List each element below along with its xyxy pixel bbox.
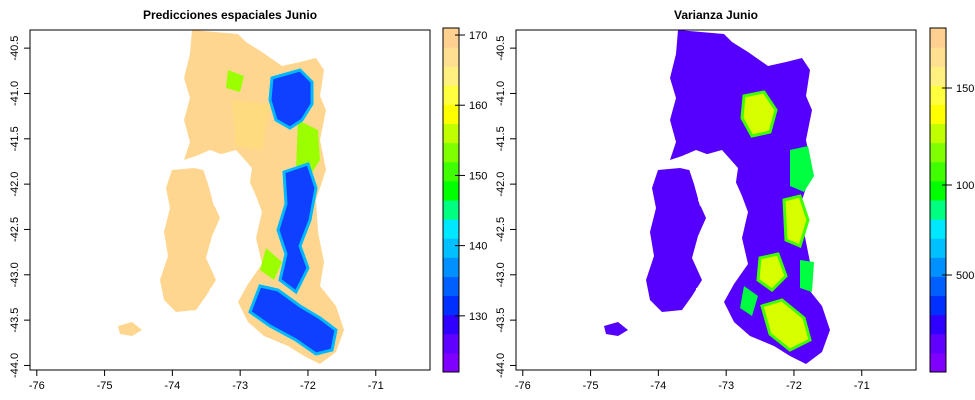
colorbar-tick-label: 500: [956, 270, 974, 282]
colorbar-swatch: [443, 219, 459, 239]
colorbar-frame: [442, 27, 460, 373]
y-tick-label: -41.0: [9, 81, 21, 106]
right-colorbar: 500 100 150: [929, 27, 974, 373]
x-tick-label: -72: [786, 380, 802, 392]
left-chart-title: Predicciones espaciales Junio: [143, 8, 317, 22]
x-tick-label: -73: [718, 380, 734, 392]
left-x-axis: -76 -75 -74 -73 -72 -71: [29, 370, 384, 392]
colorbar-swatch: [443, 104, 459, 125]
colorbar-swatch: [930, 200, 946, 220]
x-tick-label: -75: [583, 380, 599, 392]
colorbar-tick-label: 130: [469, 311, 487, 323]
colorbar-swatch: [930, 295, 946, 316]
colorbar-swatch: [443, 276, 459, 297]
colorbar-tick-label: 170: [469, 30, 487, 42]
colorbar-frame: [929, 27, 947, 373]
y-tick-label: -42.5: [495, 217, 507, 242]
colorbar-swatch: [930, 333, 946, 354]
colorbar-swatch: [443, 142, 459, 163]
left-y-axis: -44.0 -43.5 -43.0 -42.5 -42.0 -41.5 -41.0 -40.5: [9, 36, 30, 378]
colorbar-swatch: [443, 333, 459, 354]
colorbar-swatch: [443, 66, 459, 86]
left-plot-frame: [29, 29, 431, 371]
colorbar-swatch: [443, 161, 459, 182]
colorbar-swatch: [930, 66, 946, 86]
colorbar-swatch: [930, 161, 946, 182]
y-tick-label: -44.0: [9, 353, 21, 378]
y-tick-label: -42.5: [9, 217, 21, 242]
colorbar-swatch: [930, 276, 946, 297]
colorbar-swatch: [443, 257, 459, 277]
y-tick-label: -43.5: [495, 308, 507, 333]
y-tick-label: -43.0: [9, 262, 21, 287]
colorbar-swatch: [443, 352, 459, 373]
colorbar-swatch: [930, 180, 946, 201]
y-tick-label: -40.5: [9, 36, 21, 61]
colorbar-tick-label: 140: [469, 241, 487, 253]
colorbar-swatch: [930, 219, 946, 239]
colorbar-tick-label: 150: [469, 170, 487, 182]
colorbar-swatch: [443, 295, 459, 316]
left-panel: Predicciones espaciales Junio -76 -75 -74-…: [9, 8, 487, 392]
colorbar-swatch: [443, 314, 459, 335]
x-tick-label: -76: [515, 380, 531, 392]
y-tick-label: -42.0: [495, 172, 507, 197]
colorbar-swatch: [443, 28, 459, 48]
right-chart-title: Varianza Junio: [674, 8, 758, 22]
y-tick-label: -41.5: [495, 126, 507, 151]
x-tick-label: -71: [854, 380, 870, 392]
colorbar-swatch: [443, 238, 459, 258]
y-tick-label: -44.0: [495, 353, 507, 378]
colorbar-swatch: [930, 257, 946, 277]
y-tick-label: -43.5: [9, 308, 21, 333]
y-tick-label: -43.0: [495, 262, 507, 287]
colorbar-swatch: [443, 123, 459, 144]
colorbar-swatch: [930, 123, 946, 144]
x-tick-label: -71: [368, 380, 384, 392]
colorbar-swatch: [930, 142, 946, 163]
colorbar-swatch: [930, 352, 946, 373]
x-tick-label: -72: [300, 380, 316, 392]
y-tick-label: -42.0: [9, 172, 21, 197]
left-colorbar: 130 140 150 160 170: [442, 27, 487, 373]
colorbar-swatch: [443, 200, 459, 220]
colorbar-swatch: [443, 85, 459, 105]
x-tick-label: -73: [232, 380, 248, 392]
x-tick-label: -76: [29, 380, 45, 392]
colorbar-tick-label: 150: [956, 83, 974, 95]
x-tick-label: -74: [164, 380, 180, 392]
right-panel: Varianza Junio -76 -75 -74 -73 -72 -71 -44.0-…: [495, 8, 974, 392]
colorbar-swatch: [930, 314, 946, 335]
y-tick-label: -40.5: [495, 36, 507, 61]
colorbar-swatch: [930, 85, 946, 105]
colorbar-swatch: [443, 180, 459, 201]
colorbar-tick-label: 160: [469, 100, 487, 112]
colorbar-swatch: [930, 238, 946, 258]
right-map-raster: [604, 30, 830, 364]
colorbar-swatch: [930, 104, 946, 125]
y-tick-label: -41.5: [9, 126, 21, 151]
colorbar-tick-label: 100: [956, 180, 974, 192]
colorbar-swatch: [930, 28, 946, 48]
colorbar-swatch: [930, 47, 946, 67]
colorbar-swatch: [443, 47, 459, 67]
left-map-raster: [118, 30, 344, 364]
right-y-axis: -44.0 -43.5 -43.0 -42.5 -42.0 -41.5 -41.0 -40.5: [495, 36, 516, 378]
right-x-axis: -76 -75 -74 -73 -72 -71: [515, 370, 870, 392]
x-tick-label: -75: [97, 380, 113, 392]
y-tick-label: -41.0: [495, 81, 507, 106]
x-tick-label: -74: [650, 380, 666, 392]
right-plot-frame: [515, 29, 917, 371]
